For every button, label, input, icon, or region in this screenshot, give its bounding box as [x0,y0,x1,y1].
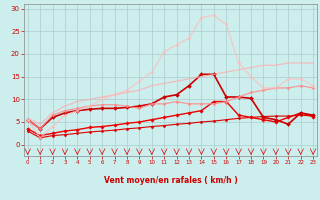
X-axis label: Vent moyen/en rafales ( km/h ): Vent moyen/en rafales ( km/h ) [104,176,237,185]
